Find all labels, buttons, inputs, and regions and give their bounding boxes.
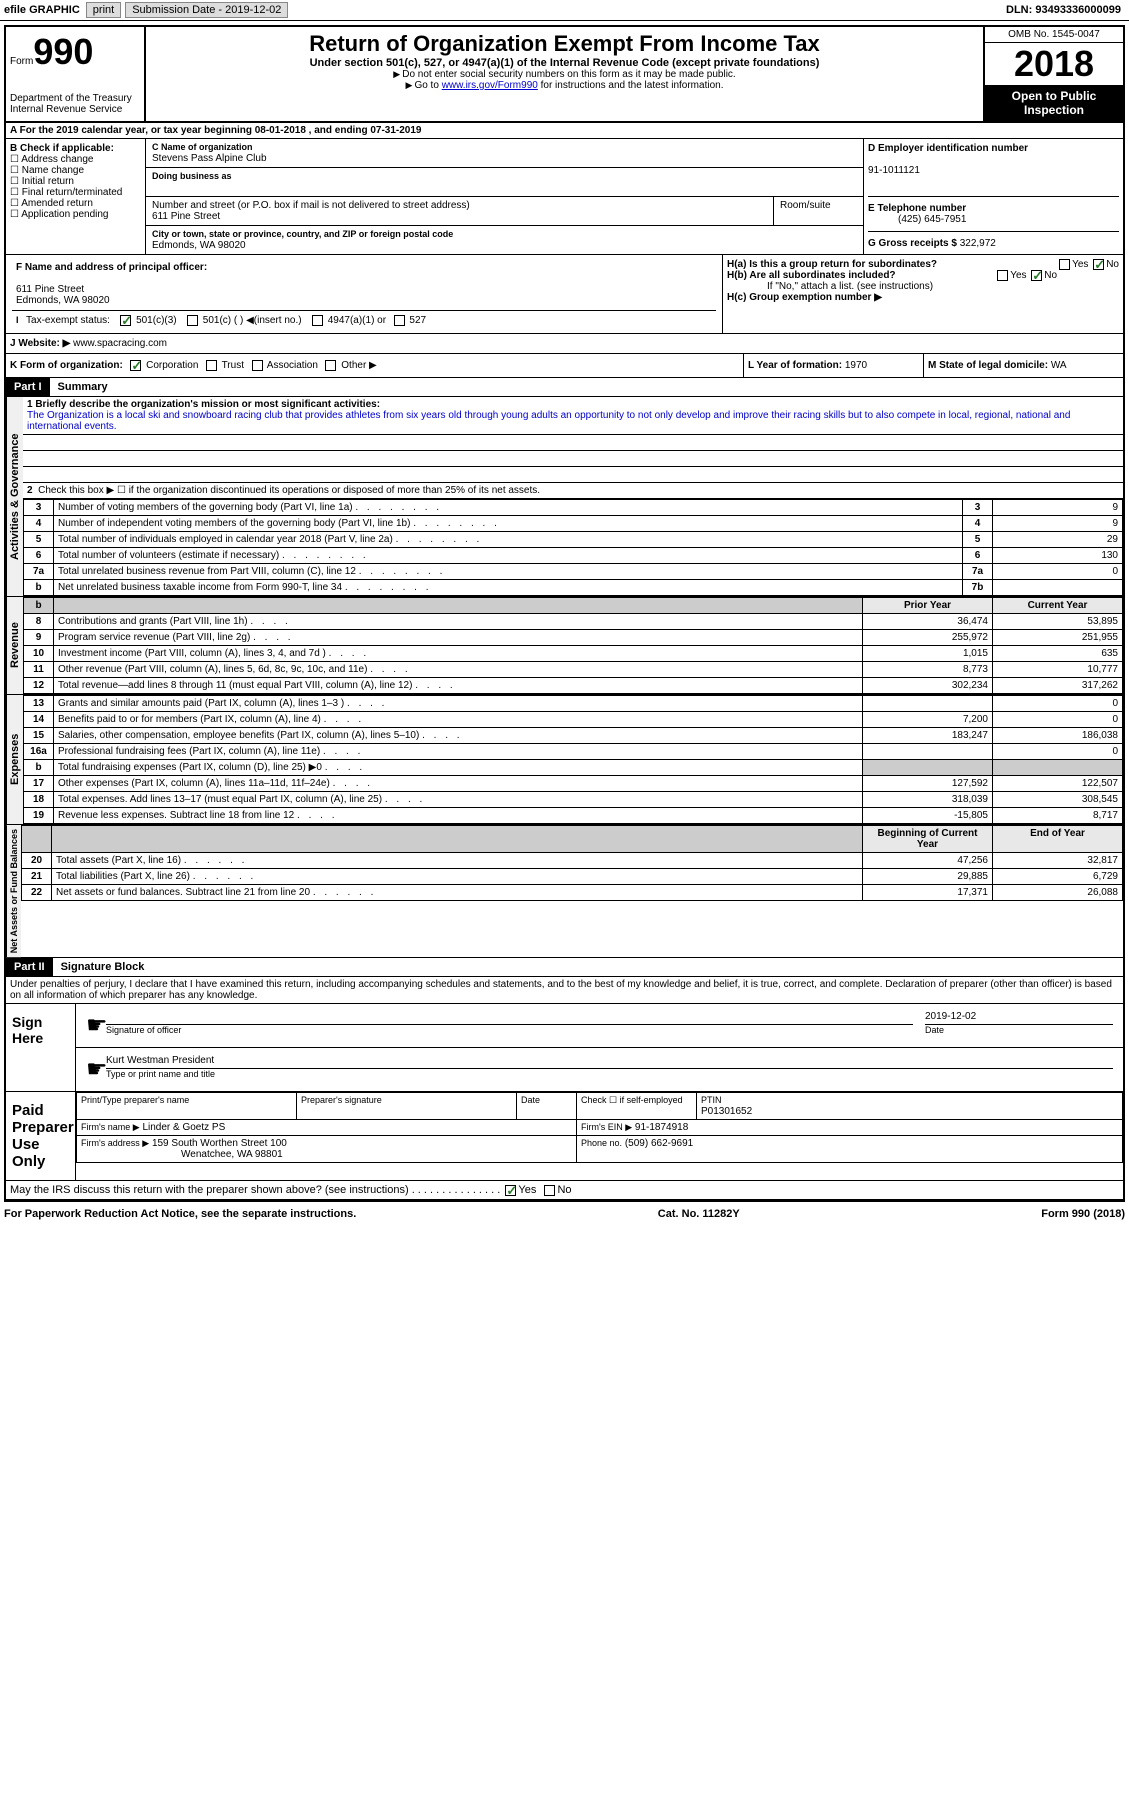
org-name: Stevens Pass Alpine Club	[152, 153, 267, 164]
website-label: J Website: ▶	[10, 338, 70, 349]
phone-label: E Telephone number	[868, 203, 966, 214]
irs-label: Internal Revenue Service	[10, 104, 140, 115]
officer-addr2: Edmonds, WA 98020	[16, 295, 110, 306]
city-label: City or town, state or province, country…	[152, 229, 453, 239]
form-header: Form990 Department of the Treasury Inter…	[6, 27, 1123, 123]
section-f-label: F Name and address of principal officer:	[16, 262, 207, 273]
section-b: B Check if applicable: ☐ Address change …	[6, 139, 146, 254]
room-label: Room/suite	[780, 200, 831, 211]
governance-table: 3Number of voting members of the governi…	[23, 499, 1123, 596]
corp-checkbox[interactable]	[130, 360, 141, 371]
inspection-label: Open to Public Inspection	[985, 85, 1123, 121]
ha-label: H(a) Is this a group return for subordin…	[727, 259, 937, 270]
section-l-label: L Year of formation:	[748, 360, 842, 371]
firm-name: Linder & Goetz PS	[142, 1122, 225, 1133]
print-button[interactable]: print	[86, 2, 121, 18]
addr-label: Number and street (or P.O. box if mail i…	[152, 200, 470, 211]
q2-label: Check this box ▶ ☐ if the organization d…	[38, 485, 540, 496]
sidebar-revenue: Revenue	[6, 597, 23, 694]
officer-type-label: Type or print name and title	[106, 1069, 215, 1079]
sidebar-netassets: Net Assets or Fund Balances	[6, 825, 21, 957]
part2-header: Part II	[6, 958, 53, 976]
tax-exempt-label: Tax-exempt status:	[26, 315, 110, 326]
sig-date-label: Date	[925, 1025, 944, 1035]
form990-link[interactable]: www.irs.gov/Form990	[442, 80, 538, 91]
name-label: C Name of organization	[152, 142, 253, 152]
submission-date-button[interactable]: Submission Date - 2019-12-02	[125, 2, 288, 18]
section-k-label: K Form of organization:	[10, 360, 123, 371]
501c-checkbox[interactable]	[187, 315, 198, 326]
org-addr: 611 Pine Street	[152, 211, 220, 222]
section-l-value: 1970	[845, 360, 867, 371]
hb-note: If "No," attach a list. (see instruction…	[727, 281, 1119, 292]
section-b-title: B Check if applicable:	[10, 143, 141, 154]
revenue-table: bPrior YearCurrent Year 8Contributions a…	[23, 597, 1123, 694]
q1-label: 1 Briefly describe the organization's mi…	[27, 399, 380, 410]
hc-label: H(c) Group exemption number ▶	[727, 292, 1119, 303]
4947-checkbox[interactable]	[312, 315, 323, 326]
discuss-label: May the IRS discuss this return with the…	[10, 1184, 409, 1196]
dln-label: DLN: 93493336000099	[1006, 4, 1121, 16]
note-ssn: Do not enter social security numbers on …	[402, 69, 735, 80]
omb-number: OMB No. 1545-0047	[985, 27, 1123, 43]
officer-addr1: 611 Pine Street	[16, 284, 84, 295]
sidebar-activities: Activities & Governance	[6, 397, 23, 596]
ein-value: 91-1011121	[868, 165, 920, 176]
dba-label: Doing business as	[152, 171, 232, 181]
form-word: Form	[10, 56, 33, 67]
note-goto-post: for instructions and the latest informat…	[538, 80, 724, 91]
tax-year: 2018	[985, 43, 1123, 85]
sig-date-value: 2019-12-02	[925, 1011, 1113, 1025]
officer-name: Kurt Westman President	[106, 1055, 1113, 1069]
note-goto-pre: Go to	[414, 80, 441, 91]
form-title: Return of Organization Exempt From Incom…	[150, 31, 979, 57]
section-m-label: M State of legal domicile:	[928, 360, 1048, 371]
discuss-no[interactable]	[544, 1185, 555, 1196]
form-container: Form990 Department of the Treasury Inter…	[4, 25, 1125, 1202]
part1-header: Part I	[6, 378, 50, 396]
gross-label: G Gross receipts $	[868, 238, 957, 249]
mission-text: The Organization is a local ski and snow…	[27, 410, 1070, 432]
sig-officer-label: Signature of officer	[106, 1025, 181, 1035]
paperwork-notice: For Paperwork Reduction Act Notice, see …	[4, 1208, 356, 1220]
expenses-table: 13Grants and similar amounts paid (Part …	[23, 695, 1123, 824]
gross-value: 322,972	[960, 238, 996, 249]
website-value: www.spacracing.com	[73, 338, 167, 349]
form-footer: Form 990 (2018)	[1041, 1208, 1125, 1220]
part1-title: Summary	[50, 378, 116, 396]
discuss-yes[interactable]	[505, 1185, 516, 1196]
netassets-table: Beginning of Current YearEnd of Year 20T…	[21, 825, 1123, 901]
form-number: 990	[33, 31, 93, 72]
phone-value: (425) 645-7951	[868, 214, 966, 225]
efile-label: efile GRAPHIC	[4, 4, 80, 16]
501c3-checkbox[interactable]	[120, 315, 131, 326]
paid-prep-label: Paid Preparer Use Only	[6, 1092, 76, 1180]
top-bar: efile GRAPHIC print Submission Date - 20…	[0, 0, 1129, 21]
section-m-value: WA	[1051, 360, 1067, 371]
dept-label: Department of the Treasury	[10, 93, 140, 104]
part2-title: Signature Block	[53, 958, 153, 976]
ein-label: D Employer identification number	[868, 143, 1028, 154]
527-checkbox[interactable]	[394, 315, 405, 326]
cat-number: Cat. No. 11282Y	[658, 1208, 740, 1220]
org-city: Edmonds, WA 98020	[152, 240, 246, 251]
declaration: Under penalties of perjury, I declare th…	[6, 977, 1123, 1004]
sidebar-expenses: Expenses	[6, 695, 23, 824]
form-subtitle: Under section 501(c), 527, or 4947(a)(1)…	[150, 57, 979, 69]
line-a: A For the 2019 calendar year, or tax yea…	[6, 123, 1123, 139]
sign-here-label: Sign Here	[6, 1004, 76, 1091]
hb-label: H(b) Are all subordinates included?	[727, 270, 896, 281]
